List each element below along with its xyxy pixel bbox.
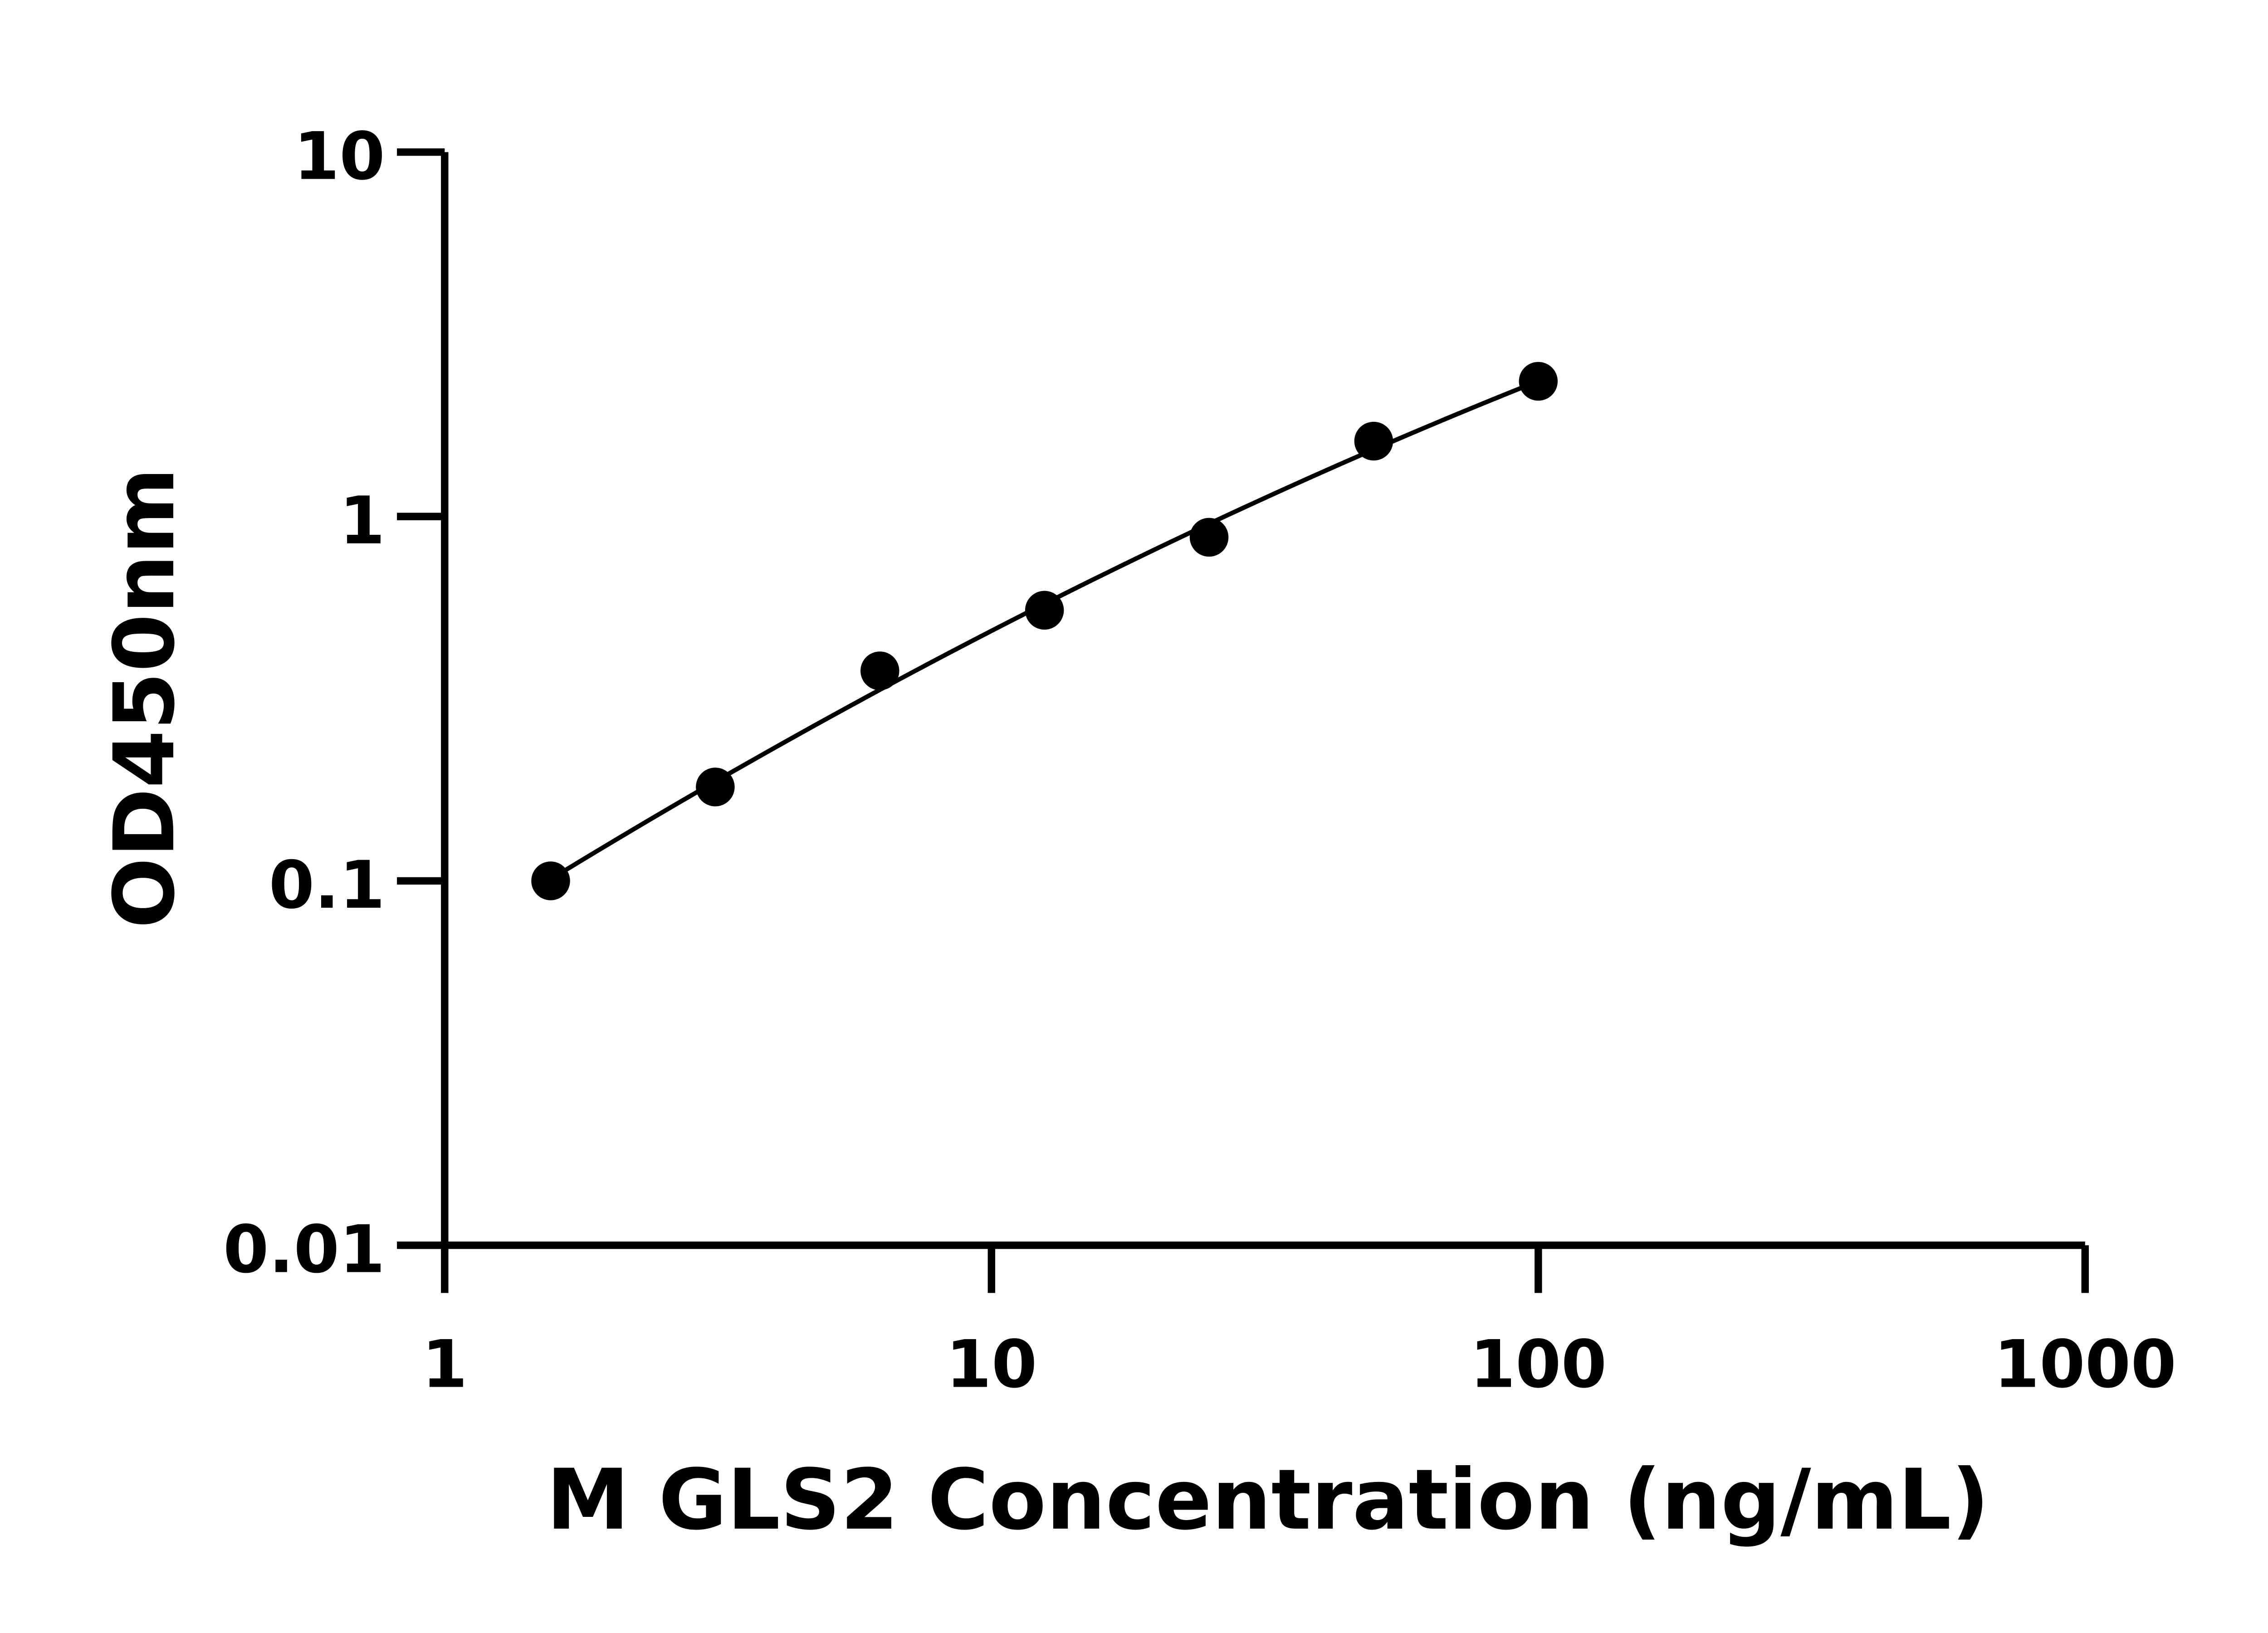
x-tick-label: 1000 <box>1994 1327 2176 1403</box>
y-tick-label: 0.01 <box>223 1212 385 1288</box>
data-point <box>531 861 570 900</box>
data-point <box>860 651 899 690</box>
data-point <box>696 768 735 807</box>
x-tick-label: 1 <box>422 1327 468 1403</box>
fit-line-group <box>549 379 1540 881</box>
data-point <box>1354 421 1393 461</box>
x-axis-label: M GLS2 Concentration (ng/mL) <box>546 1452 1989 1549</box>
y-axis-label: OD450nm <box>96 467 193 928</box>
axes <box>397 148 2089 1293</box>
y-tick-label: 1 <box>339 483 385 559</box>
data-point <box>1189 518 1229 557</box>
x-tick-label: 10 <box>946 1327 1037 1403</box>
tick-labels: 1 10 100 1000 0.01 0.1 1 10 <box>223 119 2176 1403</box>
y-tick-label: 0.1 <box>269 847 385 924</box>
x-tick-label: 100 <box>1470 1327 1607 1403</box>
data-points <box>531 362 1558 900</box>
data-point <box>1025 591 1064 630</box>
data-point <box>1519 362 1558 401</box>
y-tick-label: 10 <box>294 119 385 195</box>
fit-line <box>549 379 1540 881</box>
